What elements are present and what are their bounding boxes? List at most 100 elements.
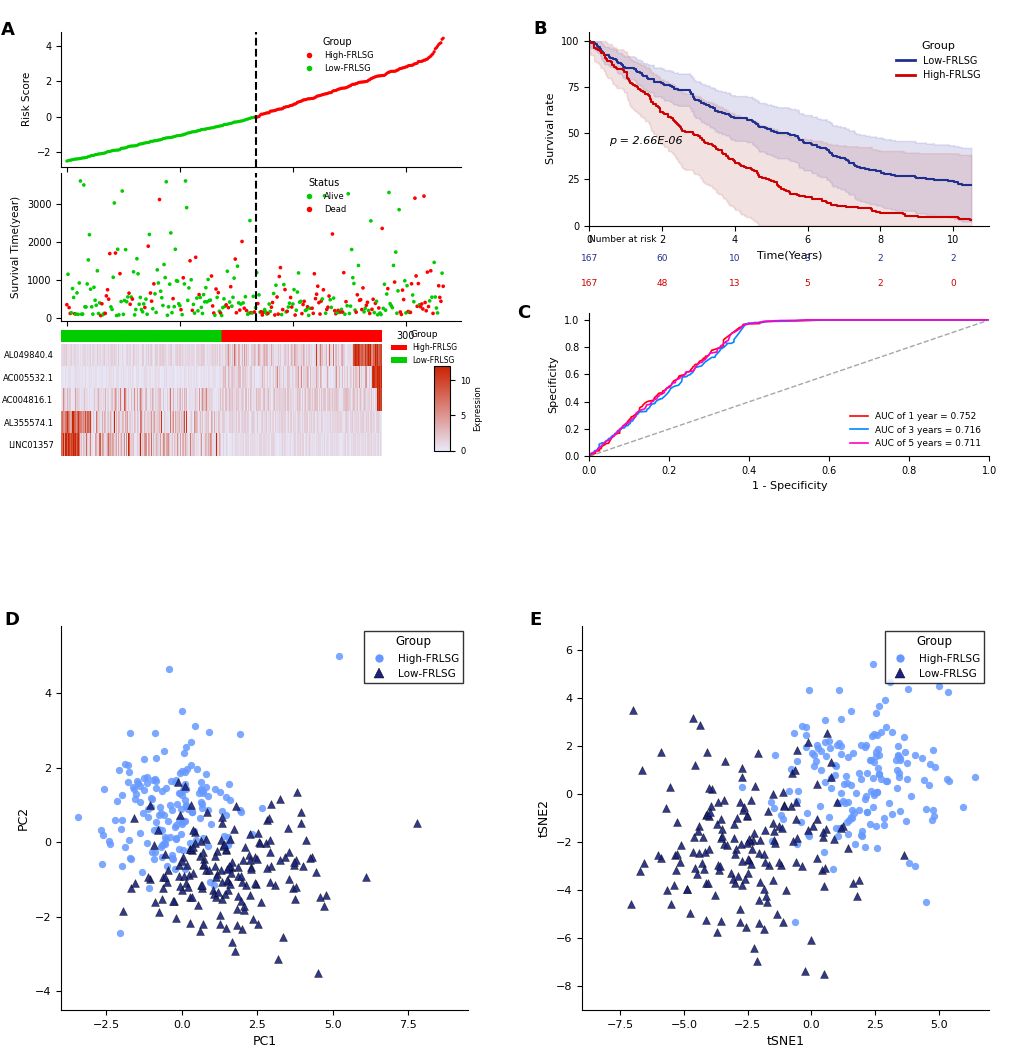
Point: [285, 854, 302, 871]
Point: [107, 141, 123, 158]
Point: [727, 875, 743, 892]
Point: [170, 296, 186, 313]
Point: [235, 897, 252, 914]
Point: [274, 928, 290, 945]
Point: [209, 865, 225, 882]
Point: [126, 780, 143, 797]
Point: [940, 773, 956, 790]
Point: [313, 87, 329, 104]
Point: [773, 783, 790, 800]
Point: [172, 764, 189, 781]
Point: [223, 858, 239, 875]
Point: [323, 299, 339, 316]
Point: [251, 833, 267, 850]
Point: [751, 831, 767, 848]
Point: [179, 802, 196, 819]
Point: [85, 147, 101, 164]
Point: [805, 746, 821, 763]
Point: [218, 297, 234, 314]
Point: [145, 772, 161, 789]
Point: [712, 827, 729, 844]
Point: [83, 281, 99, 298]
Point: [902, 787, 918, 804]
Text: 13: 13: [729, 279, 740, 288]
Point: [302, 300, 318, 317]
Point: [168, 816, 184, 833]
Point: [187, 832, 204, 849]
Point: [248, 108, 264, 125]
Point: [839, 774, 855, 791]
Point: [226, 270, 243, 287]
Point: [237, 288, 254, 305]
Point: [250, 108, 266, 125]
Point: [306, 266, 322, 283]
Point: [230, 113, 247, 130]
Point: [920, 777, 936, 794]
Point: [176, 812, 193, 829]
Point: [789, 742, 805, 759]
Point: [151, 191, 167, 208]
Point: [136, 296, 152, 313]
Point: [130, 296, 147, 313]
Point: [252, 106, 268, 123]
Point: [218, 841, 234, 858]
Point: [152, 799, 168, 816]
Point: [817, 724, 834, 741]
Point: [822, 754, 839, 771]
Point: [732, 794, 748, 811]
Point: [850, 872, 866, 889]
Point: [887, 752, 903, 769]
Point: [304, 848, 320, 865]
Point: [417, 294, 433, 311]
Point: [797, 727, 813, 744]
Point: [258, 104, 274, 121]
Point: [215, 827, 231, 844]
Point: [182, 271, 199, 288]
Point: [363, 70, 379, 87]
Point: [700, 808, 716, 825]
Point: [175, 848, 192, 865]
Point: [147, 285, 163, 302]
Point: [368, 292, 384, 309]
Point: [214, 890, 230, 907]
Point: [156, 846, 172, 863]
Point: [213, 861, 229, 878]
Point: [215, 838, 231, 855]
Point: [207, 118, 223, 135]
Point: [682, 905, 698, 922]
Point: [269, 101, 285, 118]
Point: [876, 719, 893, 736]
Point: [432, 292, 448, 309]
Point: [93, 822, 109, 839]
Point: [882, 806, 899, 823]
Point: [120, 774, 137, 791]
Point: [189, 122, 205, 139]
Point: [697, 911, 713, 928]
Point: [237, 112, 254, 129]
Point: [262, 831, 278, 848]
Point: [966, 769, 982, 786]
Point: [270, 306, 286, 323]
Point: [915, 772, 931, 789]
Point: [186, 834, 203, 851]
Point: [239, 306, 256, 323]
Point: [88, 297, 104, 314]
High-FRLSG: [594, 47, 606, 60]
Point: [201, 724, 217, 741]
Point: [136, 135, 152, 152]
Point: [713, 821, 730, 838]
Point: [192, 122, 208, 139]
Point: [176, 860, 193, 877]
Point: [843, 703, 859, 720]
Point: [755, 880, 771, 897]
Point: [107, 244, 123, 261]
AUC of 3 years = 0.716: [982, 314, 995, 326]
Point: [186, 123, 203, 140]
Point: [131, 825, 148, 842]
Point: [852, 737, 868, 754]
Point: [200, 271, 216, 288]
Point: [293, 92, 310, 109]
Point: [183, 757, 200, 774]
Point: [122, 724, 139, 741]
Point: [303, 90, 319, 107]
